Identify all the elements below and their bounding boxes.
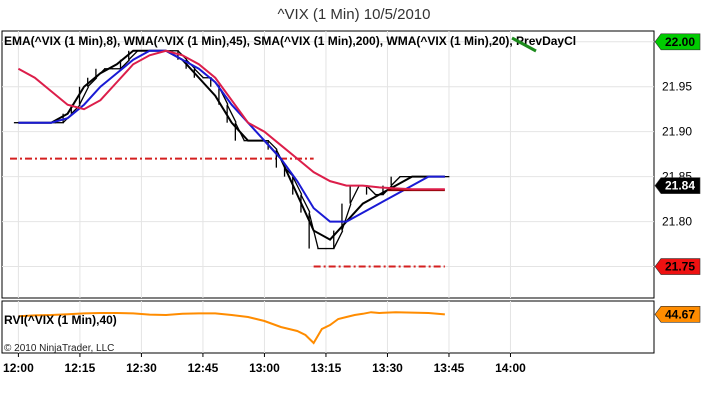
x-tick-label: 13:30 xyxy=(372,361,403,375)
x-tick-label: 14:00 xyxy=(495,361,526,375)
candle xyxy=(120,59,130,70)
series-line xyxy=(18,49,445,241)
chart-title: ^VIX (1 Min) 10/5/2010 xyxy=(278,6,431,23)
candle xyxy=(333,230,344,249)
candle xyxy=(128,50,139,61)
price-badge-label: 21.75 xyxy=(665,260,695,274)
price-badge-label: 22.00 xyxy=(665,35,695,49)
candle xyxy=(267,140,278,151)
y-tick-label: 21.80 xyxy=(662,215,692,229)
candle xyxy=(226,104,237,123)
price-badge xyxy=(654,33,701,51)
x-tick-label: 13:15 xyxy=(311,361,342,375)
price-badge-label: 44.67 xyxy=(665,307,695,321)
price-badge xyxy=(654,258,701,275)
x-tick-label: 13:45 xyxy=(434,361,465,375)
series-line xyxy=(17,49,445,191)
candle xyxy=(390,176,401,187)
x-tick-label: 12:30 xyxy=(126,361,157,375)
candle xyxy=(292,176,303,195)
rvi-line-layer xyxy=(18,311,445,345)
price-badge xyxy=(654,177,701,194)
x-tick-label: 12:15 xyxy=(65,361,96,375)
price-badge xyxy=(654,306,701,323)
x-tick-label: 12:45 xyxy=(188,361,219,375)
price-grid xyxy=(2,31,654,298)
trend-line-icon xyxy=(511,36,537,53)
candle xyxy=(78,86,90,106)
y-tick-label: 21.95 xyxy=(662,80,692,94)
price-panel-frame xyxy=(1,30,655,299)
copyright-text: © 2010 NinjaTrader, LLC xyxy=(4,343,114,354)
candle xyxy=(87,77,98,88)
prev-day-close-layer xyxy=(10,157,445,268)
price-badge-label: 21.84 xyxy=(665,179,695,193)
rvi-legend: RVI(^VIX (1 Min),40) xyxy=(4,313,117,327)
series-line xyxy=(18,49,445,223)
indicator-lines xyxy=(17,49,445,241)
x-tick-label: 13:00 xyxy=(249,361,280,375)
candle xyxy=(349,185,360,204)
candle xyxy=(193,68,204,79)
candle xyxy=(70,104,81,115)
candle xyxy=(300,194,311,213)
price-legend: EMA(^VIX (1 Min),8), WMA(^VIX (1 Min),45… xyxy=(4,34,576,48)
x-tick-label: 12:00 xyxy=(3,361,34,375)
x-axis: 12:00 12:15 12:30 12:45 13:00 13:15 13:30 13:45… xyxy=(3,353,526,375)
y-tick-label: 21.90 xyxy=(662,125,692,139)
price-badges: 22.00 21.84 21.75 44.67 xyxy=(654,33,701,323)
rvi-line xyxy=(18,311,445,345)
